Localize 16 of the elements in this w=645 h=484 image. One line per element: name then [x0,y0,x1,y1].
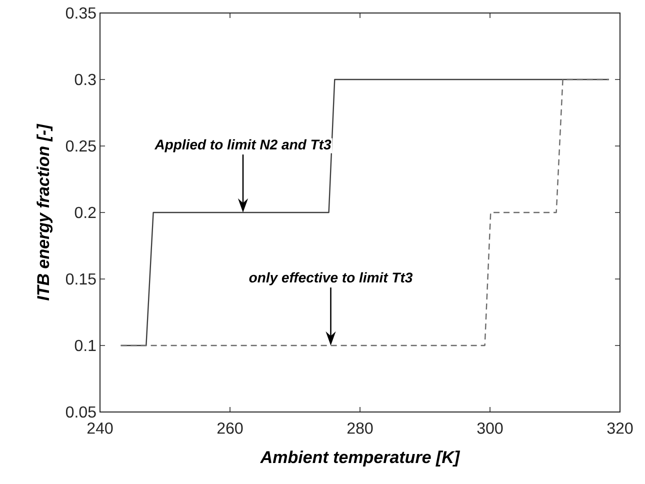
x-tick-label: 260 [217,422,243,434]
y-tick-label: 0.2 [74,206,96,218]
x-tick-label: 280 [347,422,373,434]
y-tick-label: 0.25 [66,140,96,152]
annotation: Applied to limit N2 and Tt3 [154,139,332,152]
y-tick-label: 0.05 [66,406,96,418]
y-tick-label: 0.15 [66,273,96,285]
x-tick-label: 300 [477,422,503,434]
x-tick-label: 240 [87,422,113,434]
x-tick-label: 320 [607,422,633,434]
y-axis-title: ITB energy fraction [-] [36,124,53,301]
y-tick-label: 0.1 [74,340,96,352]
x-axis-title: Ambient temperature [K] [260,450,460,467]
annotation: only effective to limit Tt3 [249,272,413,286]
y-tick-label: 0.35 [66,7,96,19]
y-tick-label: 0.3 [74,74,96,86]
